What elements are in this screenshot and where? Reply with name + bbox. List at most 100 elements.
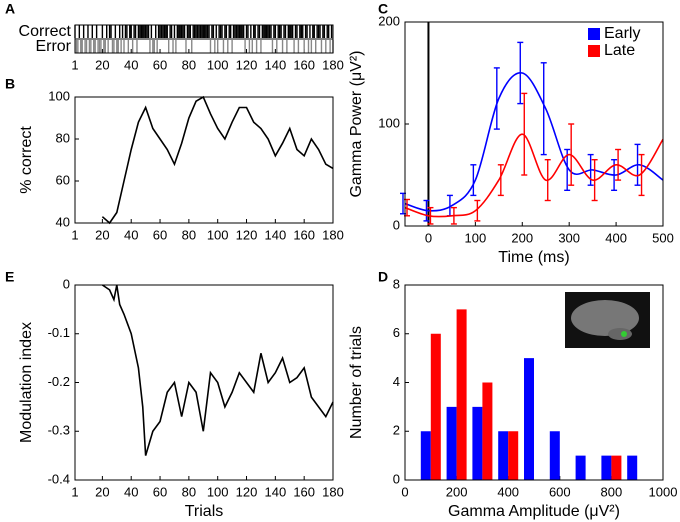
panel-letter: A — [5, 1, 15, 17]
bar — [482, 382, 493, 480]
x-tick-label: 400 — [605, 230, 627, 245]
bar — [446, 406, 457, 480]
x-tick-label: 60 — [153, 227, 167, 242]
y-tick-label: 0 — [393, 217, 400, 232]
y-axis-label: Gamma Power (μV²) — [348, 50, 365, 197]
panel-letter: E — [5, 269, 14, 285]
y-tick-label: -0.1 — [48, 325, 70, 340]
plot-frame — [74, 96, 334, 224]
x-tick-label: 160 — [293, 57, 315, 72]
bar — [627, 455, 638, 480]
y-tick-label: 0 — [63, 276, 70, 291]
x-tick-label: 1 — [71, 57, 78, 72]
y-tick-label: 60 — [56, 172, 70, 187]
x-tick-label: 80 — [182, 484, 196, 499]
y-tick-label: 6 — [393, 325, 400, 340]
series-line — [404, 133, 664, 218]
x-tick-label: 20 — [95, 57, 109, 72]
x-tick-label: 200 — [446, 484, 468, 499]
y-axis-label: Number of trials — [348, 326, 365, 439]
bar — [575, 455, 586, 480]
series-line — [101, 95, 334, 225]
series-line — [404, 72, 664, 212]
x-tick-label: 40 — [124, 227, 138, 242]
x-tick-label: 100 — [465, 230, 487, 245]
legend-label: Late — [604, 42, 635, 59]
legend-swatch — [588, 45, 600, 57]
row-label: Error — [35, 38, 71, 55]
x-tick-label: 100 — [207, 484, 229, 499]
x-tick-label: 300 — [558, 230, 580, 245]
brain — [571, 300, 639, 336]
x-tick-label: 40 — [124, 57, 138, 72]
series-line — [101, 284, 334, 456]
bar — [508, 431, 519, 480]
x-tick-label: 100 — [207, 57, 229, 72]
x-axis-label: Time (ms) — [498, 249, 569, 266]
x-tick-label: 60 — [153, 57, 167, 72]
x-tick-label: 120 — [236, 57, 258, 72]
y-axis-label: Modulation index — [18, 322, 35, 443]
bar — [472, 406, 483, 480]
x-tick-label: 400 — [497, 484, 519, 499]
y-tick-label: 4 — [393, 374, 400, 389]
bar — [611, 455, 622, 480]
bar — [420, 431, 431, 480]
electrode — [621, 331, 627, 337]
x-axis-label: Trials — [185, 503, 224, 520]
bar — [524, 358, 534, 480]
x-tick-label: 1 — [71, 484, 78, 499]
brain-inset — [565, 292, 650, 348]
x-tick-label: 80 — [182, 57, 196, 72]
plot-frame — [74, 24, 334, 54]
panel-letter: D — [378, 269, 388, 285]
x-tick-label: 500 — [652, 230, 674, 245]
bar — [430, 333, 441, 480]
plot-frame — [74, 284, 334, 481]
bar — [601, 455, 612, 480]
y-tick-label: 80 — [56, 130, 70, 145]
x-tick-label: 0 — [401, 484, 408, 499]
x-tick-label: 800 — [601, 484, 623, 499]
x-tick-label: 120 — [236, 484, 258, 499]
y-tick-label: 0 — [393, 471, 400, 486]
y-tick-label: 8 — [393, 276, 400, 291]
panel-letter: B — [5, 76, 15, 92]
y-tick-label: 200 — [378, 13, 400, 28]
x-tick-label: 60 — [153, 484, 167, 499]
x-tick-label: 80 — [182, 227, 196, 242]
x-tick-label: 100 — [207, 227, 229, 242]
plot-frame — [404, 21, 664, 227]
x-tick-label: 160 — [293, 227, 315, 242]
y-tick-label: -0.3 — [48, 423, 70, 438]
x-tick-label: 40 — [124, 484, 138, 499]
x-tick-label: 140 — [264, 57, 286, 72]
bar — [456, 309, 467, 480]
y-axis-label: % correct — [18, 126, 35, 194]
plot-frame — [404, 284, 664, 481]
x-tick-label: 0 — [425, 230, 432, 245]
x-tick-label: 600 — [549, 484, 571, 499]
y-tick-label: 40 — [56, 214, 70, 229]
x-tick-label: 180 — [322, 484, 344, 499]
x-tick-label: 20 — [95, 484, 109, 499]
bar — [498, 431, 509, 480]
panel-letter: C — [378, 1, 388, 17]
x-tick-label: 1 — [71, 227, 78, 242]
y-tick-label: -0.2 — [48, 374, 70, 389]
x-tick-label: 200 — [511, 230, 533, 245]
y-tick-label: -0.4 — [48, 471, 70, 486]
x-axis-label: Gamma Amplitude (μV²) — [448, 503, 620, 520]
x-tick-label: 180 — [322, 57, 344, 72]
y-tick-label: 100 — [48, 88, 70, 103]
y-tick-label: 100 — [378, 115, 400, 130]
x-tick-label: 1000 — [649, 484, 678, 499]
x-tick-label: 20 — [95, 227, 109, 242]
y-tick-label: 2 — [393, 423, 400, 438]
x-tick-label: 140 — [264, 484, 286, 499]
x-tick-label: 140 — [264, 227, 286, 242]
x-tick-label: 120 — [236, 227, 258, 242]
legend-label: Early — [604, 25, 640, 42]
legend-swatch — [588, 28, 600, 40]
